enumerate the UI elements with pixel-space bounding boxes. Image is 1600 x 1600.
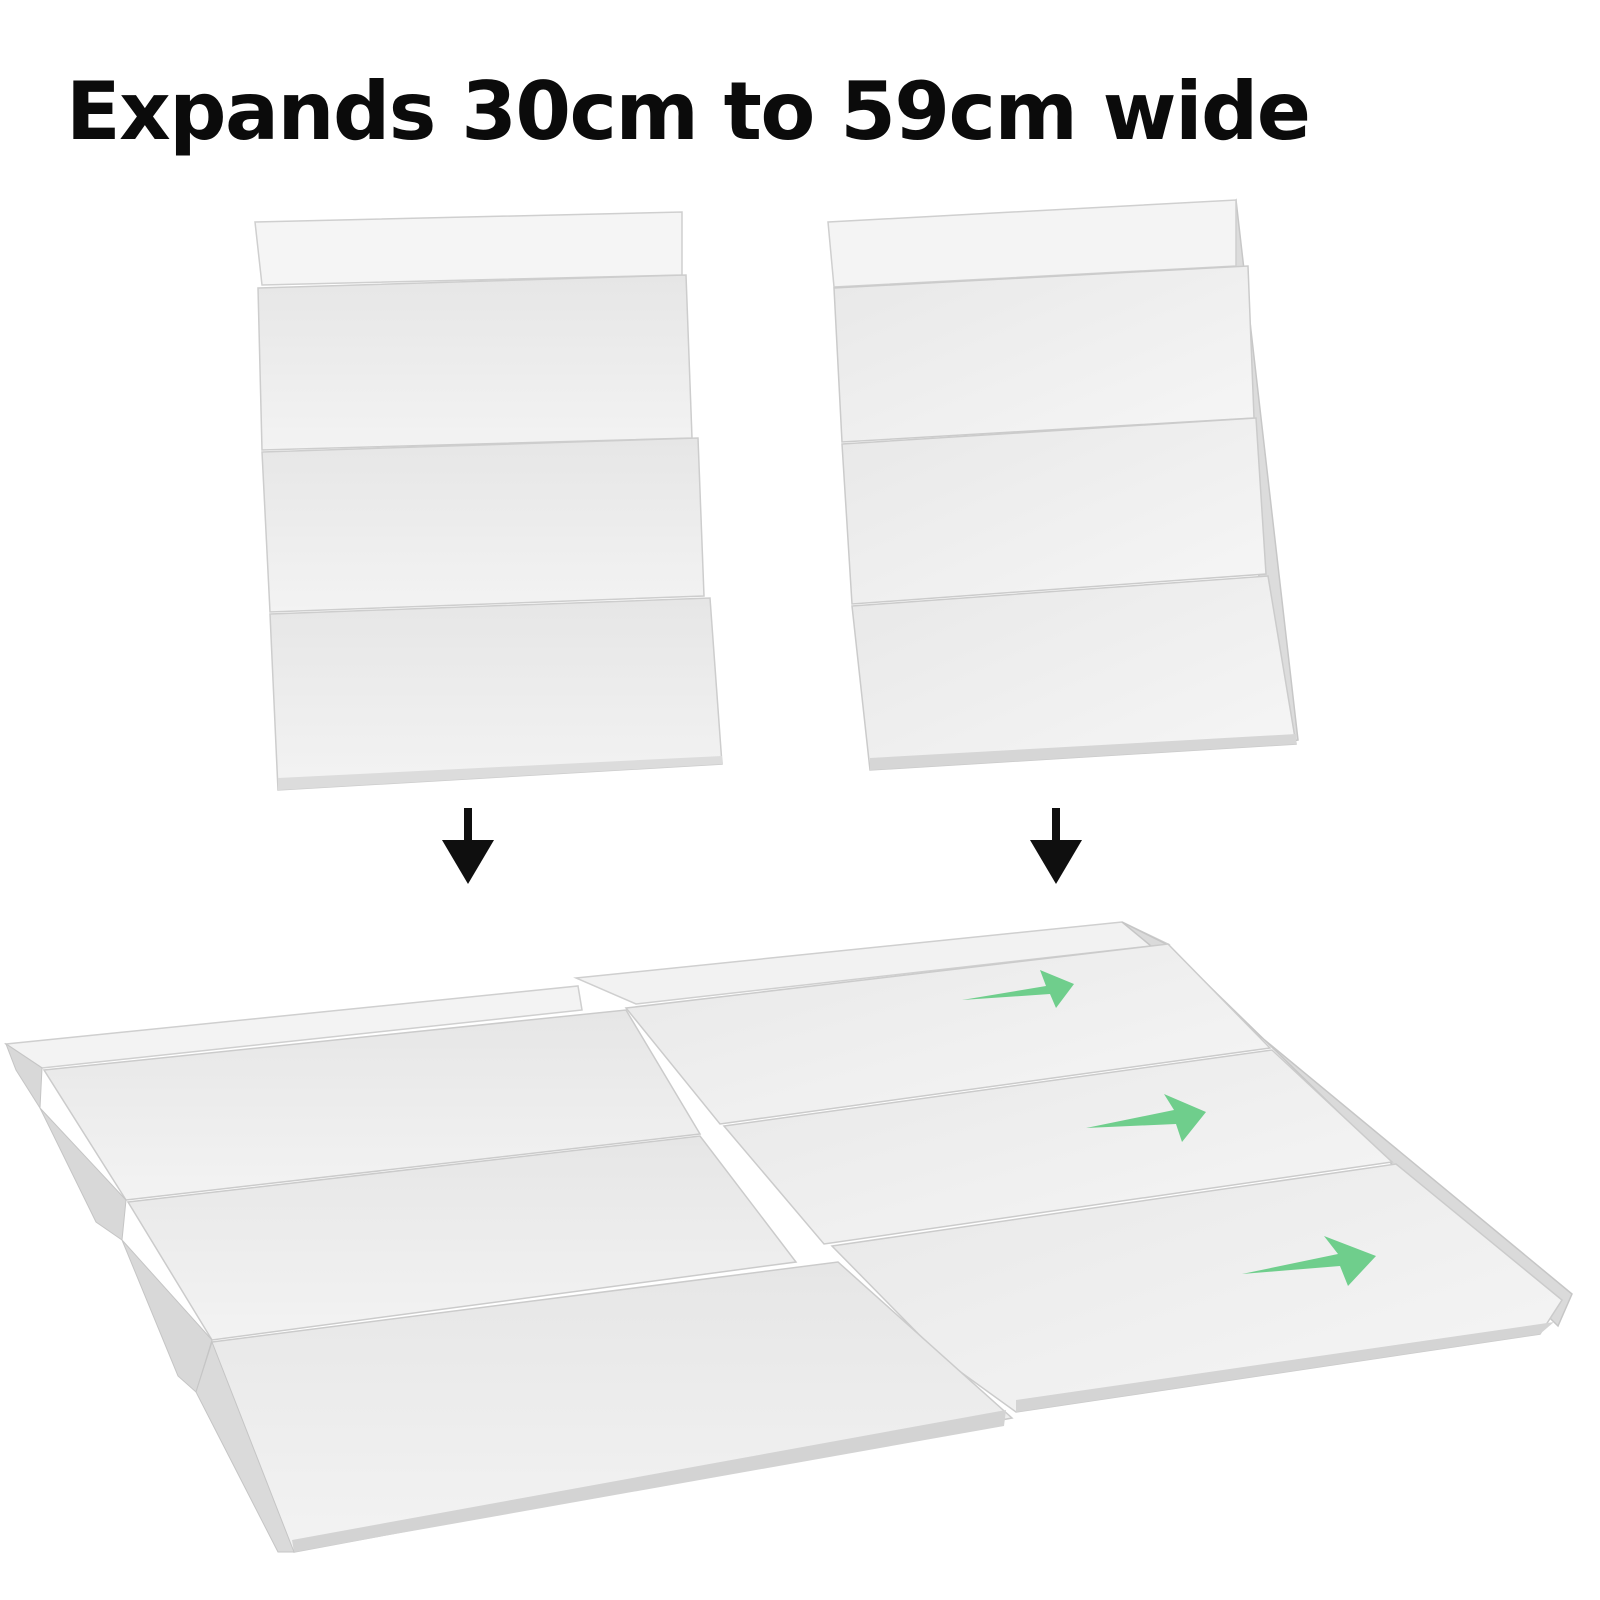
- expanded-left-front-side: [195, 1340, 295, 1553]
- arrow-down-icon: [442, 808, 494, 884]
- expanded-right-step-1: [624, 943, 1272, 1125]
- side-tray-step-1: [833, 265, 1255, 443]
- extended-tray-side: [827, 198, 1299, 771]
- side-tray-step-2: [841, 417, 1267, 605]
- arrow-right-icon: [1086, 1094, 1206, 1142]
- expanded-left-step-1: [42, 1009, 702, 1201]
- expanded-right-front-lip: [1016, 1322, 1554, 1412]
- arrow-right-icon: [962, 970, 1074, 1008]
- collapsed-tray: [254, 211, 723, 791]
- expanded-left-front-lip: [292, 1410, 1006, 1552]
- expanded-right-step-2: [722, 1049, 1394, 1245]
- collapsed-tray-bottom-lip: [278, 756, 722, 790]
- collapsed-tray-back-lip: [254, 211, 683, 286]
- arrow-right-icon: [1242, 1236, 1376, 1286]
- collapsed-tray-step-1: [257, 274, 693, 451]
- expanded-left-step-2: [126, 1135, 798, 1341]
- arrow-down-icon: [1030, 808, 1082, 884]
- collapsed-tray-step-2: [261, 437, 705, 613]
- expanded-tray: [3, 921, 1573, 1553]
- headline: Expands 30cm to 59cm wide: [66, 65, 1311, 158]
- side-tray-bottom-lip: [870, 734, 1296, 770]
